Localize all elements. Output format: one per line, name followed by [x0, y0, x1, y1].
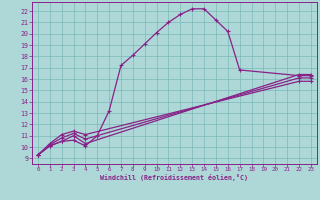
X-axis label: Windchill (Refroidissement éolien,°C): Windchill (Refroidissement éolien,°C): [100, 174, 248, 181]
